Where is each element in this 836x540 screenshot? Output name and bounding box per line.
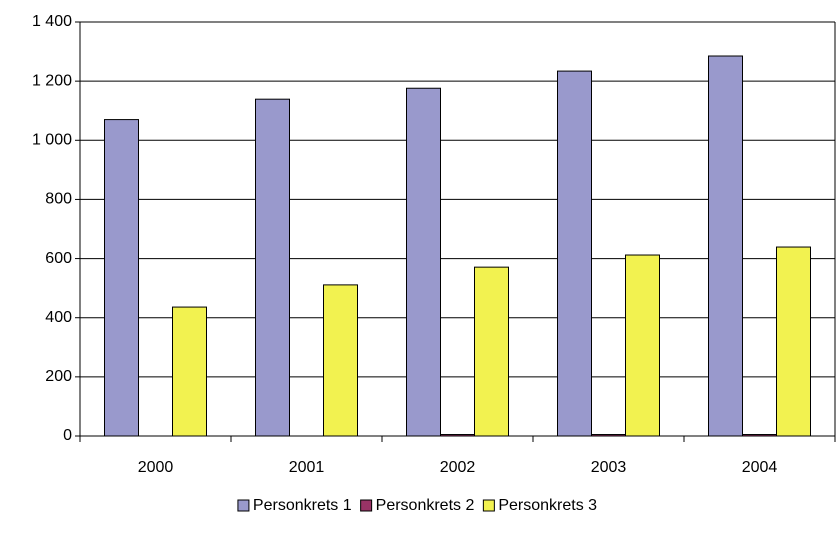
y-tick-label: 800 <box>45 191 72 208</box>
legend-label: Personkrets 1 <box>253 497 352 514</box>
bar <box>708 55 743 437</box>
bar <box>474 266 509 437</box>
y-tick-label: 0 <box>63 427 72 444</box>
legend-swatch <box>237 499 250 512</box>
y-tick-label: 1 000 <box>32 132 72 149</box>
y-tick-label: 600 <box>45 250 72 267</box>
legend-label: Personkrets 3 <box>498 497 597 514</box>
bar <box>104 119 139 437</box>
bar <box>625 254 660 437</box>
bar <box>776 246 811 437</box>
bar <box>742 434 777 437</box>
x-tick-label: 2004 <box>742 459 778 476</box>
bar <box>323 284 358 437</box>
legend-swatch <box>482 499 495 512</box>
legend-swatch <box>360 499 373 512</box>
x-tick-label: 2001 <box>289 459 325 476</box>
legend-label: Personkrets 2 <box>376 497 475 514</box>
x-tick-label: 2002 <box>440 459 476 476</box>
y-tick-label: 1 400 <box>32 13 72 30</box>
x-tick-label: 2003 <box>591 459 627 476</box>
bar <box>255 98 290 437</box>
bar <box>172 306 207 437</box>
bar <box>406 87 441 437</box>
y-tick-label: 200 <box>45 368 72 385</box>
y-tick-label: 1 200 <box>32 72 72 89</box>
bar <box>557 70 592 437</box>
bar <box>440 434 475 437</box>
bar <box>591 434 626 437</box>
y-tick-label: 400 <box>45 309 72 326</box>
x-tick-label: 2000 <box>138 459 174 476</box>
